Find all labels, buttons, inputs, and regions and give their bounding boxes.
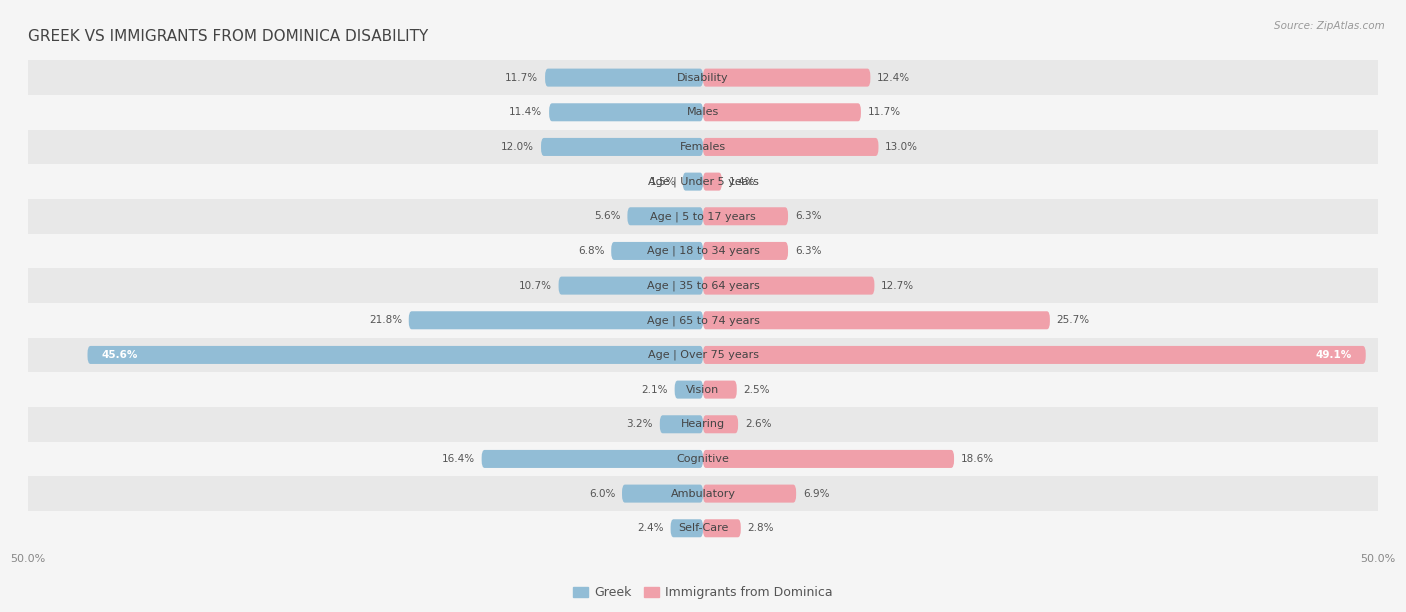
FancyBboxPatch shape: [671, 519, 703, 537]
FancyBboxPatch shape: [703, 242, 787, 260]
Text: 16.4%: 16.4%: [441, 454, 475, 464]
FancyBboxPatch shape: [703, 416, 738, 433]
Text: Age | Over 75 years: Age | Over 75 years: [648, 349, 758, 360]
Bar: [28, 130, 1378, 164]
FancyBboxPatch shape: [703, 173, 721, 190]
FancyBboxPatch shape: [550, 103, 703, 121]
Text: Age | 5 to 17 years: Age | 5 to 17 years: [650, 211, 756, 222]
Text: 5.6%: 5.6%: [595, 211, 620, 222]
FancyBboxPatch shape: [546, 69, 703, 87]
Text: Females: Females: [681, 142, 725, 152]
Text: Vision: Vision: [686, 384, 720, 395]
Text: 11.4%: 11.4%: [509, 107, 543, 118]
FancyBboxPatch shape: [703, 277, 875, 294]
Text: 45.6%: 45.6%: [101, 350, 138, 360]
Text: Hearing: Hearing: [681, 419, 725, 429]
Text: 10.7%: 10.7%: [519, 281, 551, 291]
Text: 6.3%: 6.3%: [794, 211, 821, 222]
Text: 49.1%: 49.1%: [1316, 350, 1353, 360]
FancyBboxPatch shape: [541, 138, 703, 156]
Text: 13.0%: 13.0%: [886, 142, 918, 152]
Bar: [28, 407, 1378, 442]
FancyBboxPatch shape: [675, 381, 703, 398]
Bar: [28, 234, 1378, 268]
Bar: [28, 338, 1378, 372]
Bar: [28, 476, 1378, 511]
Text: Age | Under 5 years: Age | Under 5 years: [648, 176, 758, 187]
Bar: [28, 372, 1378, 407]
Text: Disability: Disability: [678, 73, 728, 83]
Text: 11.7%: 11.7%: [868, 107, 901, 118]
FancyBboxPatch shape: [612, 242, 703, 260]
Text: Age | 35 to 64 years: Age | 35 to 64 years: [647, 280, 759, 291]
Bar: [28, 199, 1378, 234]
FancyBboxPatch shape: [703, 346, 1365, 364]
FancyBboxPatch shape: [703, 450, 955, 468]
Text: 2.4%: 2.4%: [637, 523, 664, 533]
Text: 2.5%: 2.5%: [744, 384, 770, 395]
FancyBboxPatch shape: [703, 381, 737, 398]
FancyBboxPatch shape: [683, 173, 703, 190]
FancyBboxPatch shape: [627, 207, 703, 225]
Bar: [28, 303, 1378, 338]
Bar: [28, 442, 1378, 476]
Text: 2.6%: 2.6%: [745, 419, 772, 429]
FancyBboxPatch shape: [659, 416, 703, 433]
FancyBboxPatch shape: [703, 207, 787, 225]
Text: GREEK VS IMMIGRANTS FROM DOMINICA DISABILITY: GREEK VS IMMIGRANTS FROM DOMINICA DISABI…: [28, 29, 429, 44]
FancyBboxPatch shape: [621, 485, 703, 502]
Text: 6.9%: 6.9%: [803, 488, 830, 499]
Legend: Greek, Immigrants from Dominica: Greek, Immigrants from Dominica: [568, 581, 838, 604]
Text: Males: Males: [688, 107, 718, 118]
FancyBboxPatch shape: [703, 312, 1050, 329]
Text: 12.4%: 12.4%: [877, 73, 910, 83]
Text: 1.5%: 1.5%: [650, 177, 676, 187]
Text: Source: ZipAtlas.com: Source: ZipAtlas.com: [1274, 21, 1385, 31]
Text: 2.8%: 2.8%: [748, 523, 775, 533]
FancyBboxPatch shape: [703, 103, 860, 121]
Text: 11.7%: 11.7%: [505, 73, 538, 83]
Text: Age | 65 to 74 years: Age | 65 to 74 years: [647, 315, 759, 326]
Text: 12.7%: 12.7%: [882, 281, 914, 291]
Text: 1.4%: 1.4%: [728, 177, 755, 187]
FancyBboxPatch shape: [409, 312, 703, 329]
Text: Ambulatory: Ambulatory: [671, 488, 735, 499]
FancyBboxPatch shape: [558, 277, 703, 294]
FancyBboxPatch shape: [703, 138, 879, 156]
Text: 6.8%: 6.8%: [578, 246, 605, 256]
Text: 2.1%: 2.1%: [641, 384, 668, 395]
Text: 3.2%: 3.2%: [627, 419, 652, 429]
Bar: [28, 268, 1378, 303]
Text: Cognitive: Cognitive: [676, 454, 730, 464]
Text: 12.0%: 12.0%: [502, 142, 534, 152]
FancyBboxPatch shape: [703, 485, 796, 502]
FancyBboxPatch shape: [703, 69, 870, 87]
FancyBboxPatch shape: [482, 450, 703, 468]
Bar: [28, 164, 1378, 199]
Bar: [28, 60, 1378, 95]
Text: 21.8%: 21.8%: [368, 315, 402, 325]
Text: 6.3%: 6.3%: [794, 246, 821, 256]
Text: 18.6%: 18.6%: [960, 454, 994, 464]
Text: 6.0%: 6.0%: [589, 488, 616, 499]
Bar: [28, 95, 1378, 130]
FancyBboxPatch shape: [87, 346, 703, 364]
Text: Self-Care: Self-Care: [678, 523, 728, 533]
Text: Age | 18 to 34 years: Age | 18 to 34 years: [647, 245, 759, 256]
Bar: [28, 511, 1378, 546]
Text: 25.7%: 25.7%: [1057, 315, 1090, 325]
FancyBboxPatch shape: [703, 519, 741, 537]
